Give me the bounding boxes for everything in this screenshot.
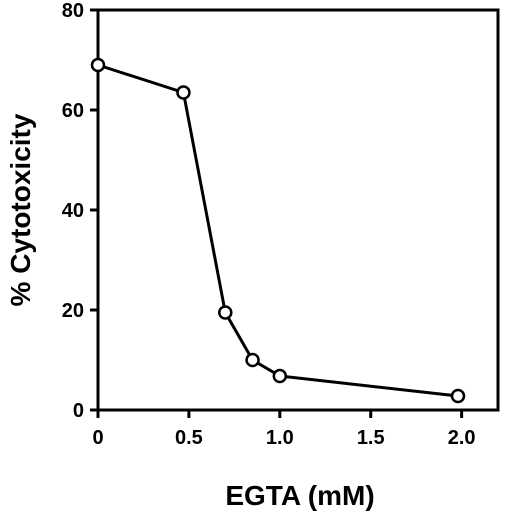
y-axis-ticks: 0 20 40 60 80 <box>62 0 98 422</box>
data-point <box>176 85 191 100</box>
x-tick-label: 1.5 <box>357 427 385 449</box>
plot-border <box>96 8 500 412</box>
data-point <box>450 388 466 404</box>
x-axis-label: EGTA (mM) <box>225 480 374 511</box>
data-point <box>245 352 260 368</box>
plot-frame <box>96 8 500 412</box>
y-tick-label: 80 <box>62 0 84 22</box>
data-point <box>218 305 233 320</box>
series-line <box>97 63 459 398</box>
x-tick-label: 1.0 <box>266 427 294 449</box>
y-axis-label: % Cytotoxicity <box>5 113 36 306</box>
y-tick-label: 40 <box>62 200 84 222</box>
data-point <box>272 368 288 384</box>
x-axis-ticks: 0 0.5 1.0 1.5 2.0 <box>92 410 476 449</box>
y-tick-label: 60 <box>62 100 84 122</box>
y-tick-label: 0 <box>73 400 84 422</box>
data-point <box>90 57 106 73</box>
x-tick-label: 0 <box>92 427 103 449</box>
y-tick-label: 20 <box>62 300 84 322</box>
x-tick-label: 0.5 <box>175 427 203 449</box>
x-tick-label: 2.0 <box>448 427 476 449</box>
series-layer <box>90 57 466 404</box>
